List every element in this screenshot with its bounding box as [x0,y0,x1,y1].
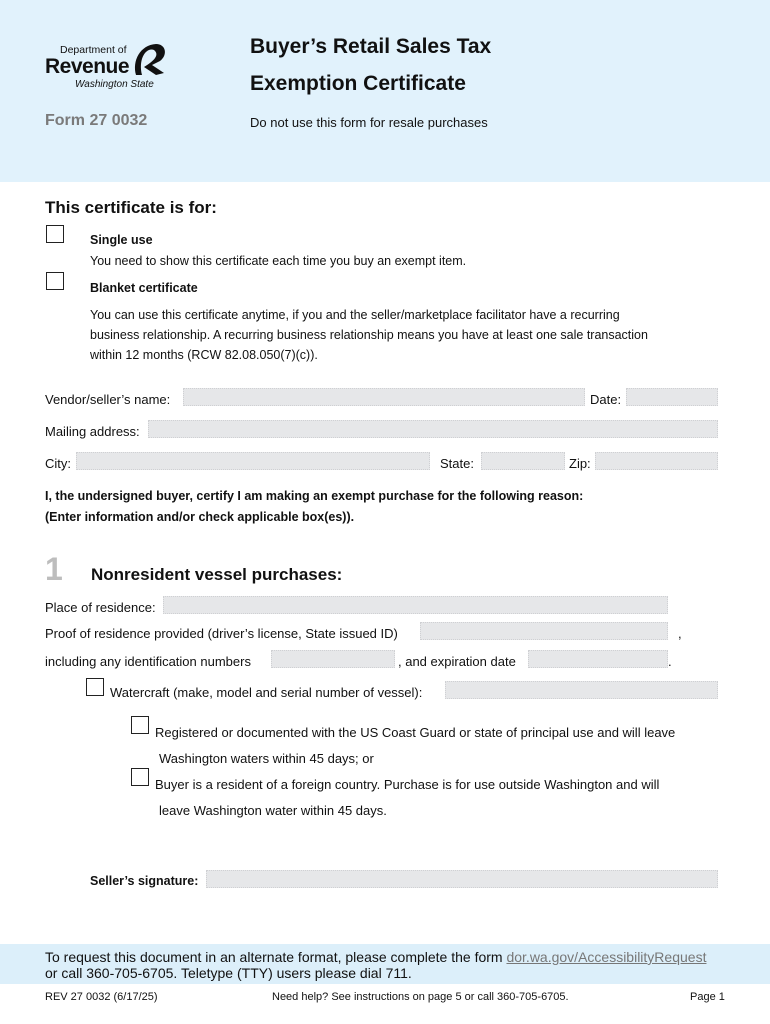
revision: REV 27 0032 (6/17/25) [45,991,158,1003]
coast-guard-line1: Registered or documented with the US Coa… [155,725,676,740]
blanket-certificate-checkbox[interactable] [46,272,64,290]
id-number-field[interactable] [271,650,395,668]
form-number: Form 27 0032 [45,112,148,129]
certify-line1: I, the undersigned buyer, certify I am m… [45,489,584,503]
logo-swirl-icon [134,44,165,75]
subtitle: Do not use this form for resale purchase… [250,115,488,130]
blanket-label: Blanket certificate [90,281,198,295]
period: . [668,654,672,669]
certificate-heading: This certificate is for: [45,198,217,217]
single-use-description: You need to show this certificate each t… [90,254,467,268]
title-line1: Buyer’s Retail Sales Tax [250,35,492,58]
residence-field[interactable] [163,596,668,614]
zip-field[interactable] [595,452,718,470]
proof-field[interactable] [420,622,668,640]
proof-comma: , [678,626,682,641]
mailing-address-field[interactable] [148,420,718,438]
coast-guard-line2: Washington waters within 45 days; or [159,751,374,766]
vendor-name-field[interactable] [183,388,585,406]
watercraft-checkbox[interactable] [86,678,104,696]
foreign-resident-line1: Buyer is a resident of a foreign country… [155,777,660,792]
expiration-date-field[interactable] [528,650,668,668]
logo-line2: Revenue [45,55,130,78]
help-text: Need help? See instructions on page 5 or… [272,991,569,1003]
foreign-resident-checkbox[interactable] [131,768,149,786]
single-use-label: Single use [90,233,153,247]
footer-band [0,944,770,984]
vendor-name-label: Vendor/seller’s name: [45,392,171,407]
single-use-checkbox[interactable] [46,225,64,243]
id-label: including any identification numbers [45,654,251,669]
state-field[interactable] [481,452,565,470]
blanket-description-1: You can use this certificate anytime, if… [90,308,620,322]
proof-label: Proof of residence provided (driver’s li… [45,626,398,641]
accessibility-line2: or call 360-705-6705. Teletype (TTY) use… [45,965,412,981]
accessibility-line1: To request this document in an alternate… [45,949,706,965]
expiration-label: , and expiration date [398,654,516,669]
section-number: 1 [45,551,63,587]
date-field[interactable] [626,388,718,406]
accessibility-text: To request this document in an alternate… [45,949,507,965]
accessibility-link[interactable]: dor.wa.gov/AccessibilityRequest [506,949,707,965]
section-heading: Nonresident vessel purchases: [91,565,343,584]
certify-line2: (Enter information and/or check applicab… [45,510,355,524]
coast-guard-checkbox[interactable] [131,716,149,734]
page-number: Page 1 [690,991,725,1003]
logo-line1: Department of [60,44,127,56]
signature-field[interactable] [206,870,718,888]
watercraft-label: Watercraft (make, model and serial numbe… [110,685,423,700]
city-field[interactable] [76,452,430,470]
zip-label: Zip: [569,456,591,471]
header-band [0,0,770,182]
city-label: City: [45,456,71,471]
logo-line3: Washington State [75,79,154,90]
blanket-description-2: business relationship. A recurring busin… [90,328,648,342]
state-label: State: [440,456,474,471]
title-line2: Exemption Certificate [250,72,466,95]
watercraft-field[interactable] [445,681,718,699]
blanket-description-3: within 12 months (RCW 82.08.050(7)(c)). [90,348,318,362]
residence-label: Place of residence: [45,600,156,615]
foreign-resident-line2: leave Washington water within 45 days. [159,803,387,818]
mailing-address-label: Mailing address: [45,424,140,439]
signature-label: Seller’s signature: [90,874,199,888]
date-label: Date: [590,392,622,407]
